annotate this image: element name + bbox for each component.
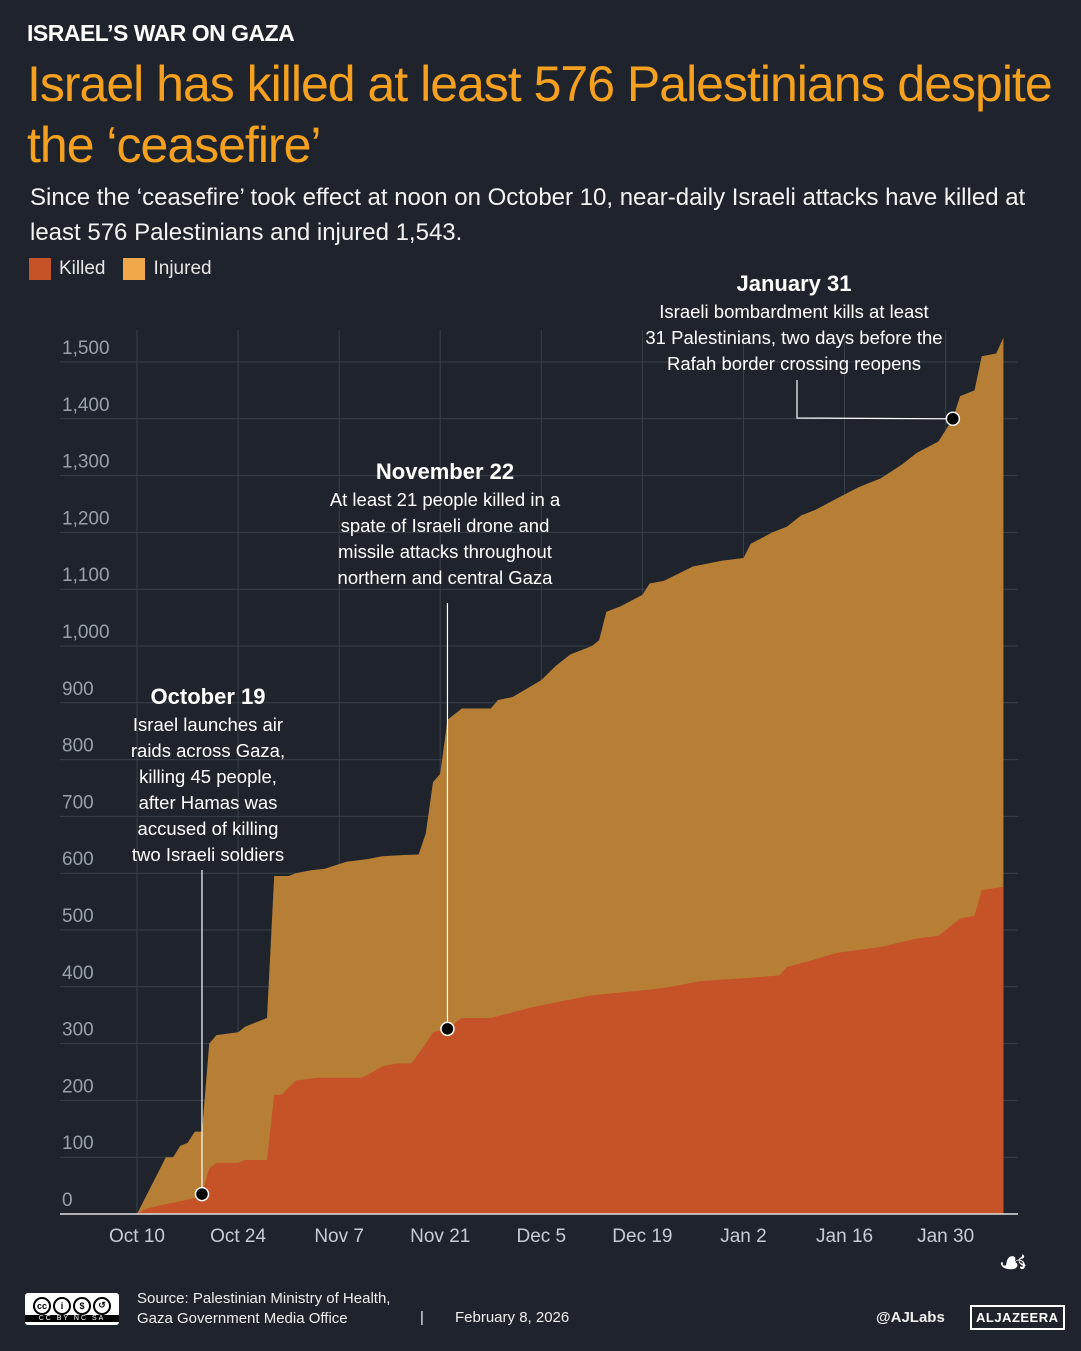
- y-tick-label: 700: [62, 792, 94, 813]
- y-tick-label: 1,400: [62, 395, 110, 416]
- kicker: ISRAEL’S WAR ON GAZA: [27, 20, 295, 46]
- x-tick-label: Oct 10: [109, 1226, 165, 1247]
- injured-swatch: [123, 258, 146, 280]
- legend-label: Injured: [153, 258, 212, 279]
- social-handle: @AJLabs: [876, 1309, 945, 1326]
- x-tick-label: Nov 7: [314, 1226, 364, 1247]
- annotation-text: raids across Gaza,: [131, 740, 285, 761]
- aljazeera-logo-icon: ☙: [998, 1244, 1029, 1282]
- callout-line: [796, 380, 953, 420]
- page-title: Israel has killed at least 576 Palestini…: [27, 56, 1053, 173]
- annotation-title: January 31: [737, 271, 852, 296]
- y-tick-label: 1,100: [62, 565, 110, 586]
- annotation-dot: [440, 1021, 455, 1037]
- source: Source: Palestinian Ministry of Health, …: [137, 1289, 390, 1329]
- y-tick-label: 800: [62, 736, 94, 757]
- x-tick-label: Nov 21: [410, 1226, 470, 1247]
- y-tick-label: 300: [62, 1020, 94, 1041]
- publish-date: February 8, 2026: [455, 1309, 570, 1326]
- y-tick-label: 900: [62, 679, 94, 700]
- annotation-text: after Hamas was: [139, 792, 278, 813]
- annotation-dot: [194, 1186, 210, 1202]
- y-tick-label: 500: [62, 906, 94, 927]
- killed-swatch: [29, 258, 51, 280]
- x-tick-label: Dec 5: [516, 1226, 566, 1247]
- license-text: CC BY NC SA: [25, 1314, 119, 1322]
- y-tick-label: 0: [62, 1190, 73, 1211]
- cc-icons: cc i $ ↺: [33, 1296, 111, 1315]
- y-tick-label: 100: [62, 1133, 94, 1154]
- source-line: Gaza Government Media Office: [137, 1310, 348, 1327]
- y-tick-label: 1,000: [62, 622, 110, 643]
- source-line: Source: Palestinian Ministry of Health,: [137, 1290, 391, 1307]
- y-tick-label: 1,200: [62, 508, 110, 529]
- aljazeera-logo: ALJAZEERA: [970, 1305, 1065, 1330]
- killed-area: [137, 886, 1004, 1214]
- legend-item-injured: Injured: [123, 258, 212, 280]
- annotation-text: At least 21 people killed in a: [330, 489, 561, 510]
- annotation-text: spate of Israeli drone and: [341, 515, 550, 536]
- x-tick-label: Jan 16: [816, 1226, 873, 1247]
- annotation-text: Rafah border crossing reopens: [667, 353, 921, 374]
- y-tick-label: 200: [62, 1076, 94, 1097]
- footer: cc i $ ↺ CC BY NC SA Source: Palestinian Mi…: [0, 1244, 1081, 1345]
- legend-item-killed: Killed: [29, 258, 105, 280]
- x-tick-label: Jan 30: [917, 1226, 974, 1247]
- y-tick-label: 1,500: [62, 338, 110, 359]
- annotation-text: 31 Palestinians, two days before the: [645, 327, 942, 348]
- x-tick-label: Dec 19: [612, 1226, 672, 1247]
- annotation-title: October 19: [151, 684, 266, 709]
- cc-license-badge: cc i $ ↺ CC BY NC SA: [25, 1293, 119, 1325]
- annotation-text: northern and central Gaza: [338, 567, 554, 588]
- annotation-dot: [945, 411, 961, 427]
- annotation-text: missile attacks throughout: [338, 541, 552, 562]
- legend: Killed Injured: [29, 258, 212, 280]
- y-tick-label: 1,300: [62, 452, 110, 473]
- x-tick-label: Oct 24: [210, 1226, 266, 1247]
- y-tick-label: 400: [62, 963, 94, 984]
- annotation-text: Israeli bombardment kills at least: [659, 301, 928, 322]
- chart: 0 100 200 300 400 500 600 700 800 900 1,000 1,100 1,…: [60, 271, 1018, 1247]
- annotation-text: accused of killing: [138, 818, 279, 839]
- x-tick-label: Jan 2: [720, 1226, 766, 1247]
- annotation-text: Israel launches air: [133, 714, 283, 735]
- y-tick-label: 600: [62, 849, 94, 870]
- annotation-text: killing 45 people,: [139, 766, 277, 787]
- separator: |: [420, 1309, 424, 1326]
- legend-label: Killed: [59, 258, 106, 279]
- annotation-title: November 22: [376, 459, 514, 484]
- subtitle: Since the ‘ceasefire’ took effect at noo…: [30, 184, 1026, 246]
- annotation-text: two Israeli soldiers: [132, 844, 284, 865]
